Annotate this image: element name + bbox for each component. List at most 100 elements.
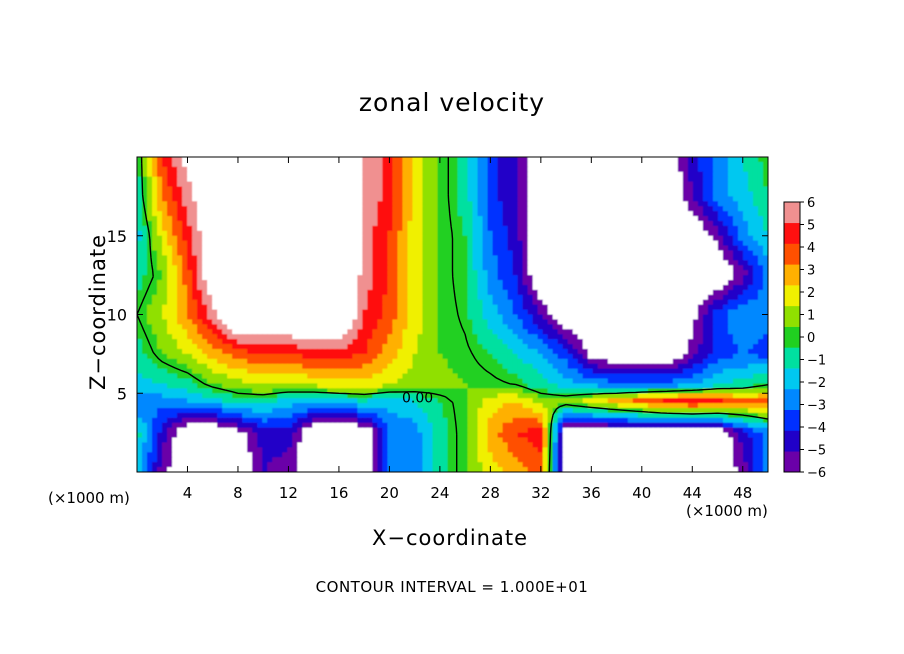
field-cell xyxy=(257,324,263,330)
field-cell xyxy=(452,186,459,193)
field-cell xyxy=(157,245,163,252)
field-cell xyxy=(617,201,624,207)
field-cell xyxy=(317,211,323,217)
field-cell xyxy=(762,220,768,227)
field-cell xyxy=(402,344,409,350)
field-cell xyxy=(737,255,744,261)
field-cell xyxy=(722,201,729,207)
field-cell xyxy=(322,319,328,325)
field-cell xyxy=(547,255,554,261)
field-cell xyxy=(617,235,624,242)
field-cell xyxy=(612,314,619,321)
field-cell xyxy=(152,161,158,168)
field-cell xyxy=(432,344,439,350)
field-cell xyxy=(402,348,409,355)
field-cell xyxy=(552,339,559,345)
field-cell xyxy=(432,176,439,183)
field-cell xyxy=(392,216,399,222)
field-cell xyxy=(317,289,323,296)
field-cell xyxy=(377,250,383,257)
field-cell xyxy=(182,294,188,301)
field-cell xyxy=(552,299,559,306)
field-cell xyxy=(522,206,529,212)
field-cell xyxy=(357,255,363,261)
field-cell xyxy=(492,201,499,207)
field-cell xyxy=(327,260,333,266)
field-cell xyxy=(282,284,288,291)
field-cell xyxy=(707,240,714,247)
field-cell xyxy=(337,265,343,271)
field-cell xyxy=(672,191,679,197)
field-cell xyxy=(247,289,253,296)
field-cell xyxy=(317,186,323,193)
field-cell xyxy=(212,206,218,212)
field-cell xyxy=(422,186,429,193)
field-cell xyxy=(137,280,143,286)
field-cell xyxy=(342,309,348,316)
field-cell xyxy=(247,255,253,261)
field-cell xyxy=(207,339,213,345)
field-cell xyxy=(572,299,579,306)
field-cell xyxy=(422,157,429,163)
field-cell xyxy=(727,304,734,311)
field-cell xyxy=(652,284,659,291)
field-cell xyxy=(267,250,273,257)
field-cell xyxy=(537,171,544,178)
field-cell xyxy=(462,275,469,281)
field-cell xyxy=(532,324,539,330)
field-cell xyxy=(712,339,719,345)
field-cell xyxy=(257,245,263,252)
field-cell xyxy=(172,176,178,183)
field-cell xyxy=(372,334,378,340)
field-cell xyxy=(362,344,368,350)
field-cell xyxy=(217,161,223,168)
field-cell xyxy=(677,216,684,222)
field-cell xyxy=(217,201,223,207)
field-cell xyxy=(427,230,434,237)
field-cell xyxy=(532,280,539,286)
field-cell xyxy=(377,280,383,286)
field-cell xyxy=(367,250,373,257)
field-cell xyxy=(287,230,293,237)
field-cell xyxy=(257,240,263,247)
field-cell xyxy=(382,240,388,247)
field-cell xyxy=(237,191,243,197)
field-cell xyxy=(472,216,479,222)
field-cell xyxy=(542,206,549,212)
field-cell xyxy=(752,289,759,296)
field-cell xyxy=(347,289,353,296)
field-cell xyxy=(422,280,429,286)
field-cell xyxy=(177,265,183,271)
field-cell xyxy=(682,191,689,197)
field-cell xyxy=(252,201,258,207)
field-cell xyxy=(317,157,323,163)
field-cell xyxy=(252,304,258,311)
field-cell xyxy=(312,161,318,168)
field-cell xyxy=(407,191,414,197)
field-cell xyxy=(697,339,704,345)
field-cell xyxy=(547,157,554,163)
field-cell xyxy=(507,157,514,163)
field-cell xyxy=(162,250,168,257)
field-cell xyxy=(517,329,524,335)
field-cell xyxy=(477,176,484,183)
field-cell xyxy=(297,344,303,350)
field-cell xyxy=(712,314,719,321)
field-cell xyxy=(402,294,409,301)
field-cell xyxy=(337,191,343,197)
field-cell xyxy=(197,255,203,261)
field-cell xyxy=(277,196,283,202)
field-cell xyxy=(137,157,143,163)
field-cell xyxy=(277,166,283,173)
field-cell xyxy=(487,240,494,247)
field-cell xyxy=(437,265,444,271)
field-cell xyxy=(232,324,238,330)
field-cell xyxy=(692,245,699,252)
field-cell xyxy=(712,304,719,311)
field-cell xyxy=(532,166,539,173)
field-cell xyxy=(432,245,439,252)
field-cell xyxy=(742,201,749,207)
field-cell xyxy=(182,206,188,212)
field-cell xyxy=(722,196,729,202)
field-cell xyxy=(407,230,414,237)
